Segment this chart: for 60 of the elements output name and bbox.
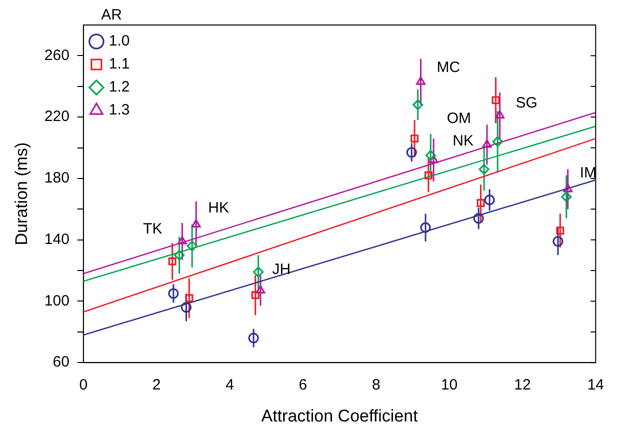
point [410,134,419,143]
point [428,154,438,164]
point [174,250,185,260]
legend-title: AR [101,6,122,24]
point [416,76,426,85]
point [168,257,176,266]
point [256,285,266,294]
x-tick-label: 8 [372,376,380,394]
y-tick-label: 100 [44,292,70,310]
point [476,199,485,207]
y-tick-label: 180 [44,170,70,187]
x-tick-label: 10 [440,376,458,394]
x-tick-label: 0 [79,376,88,394]
point [482,139,492,148]
x-tick-label: 14 [587,376,604,394]
annotation: TK [143,220,162,238]
point [251,291,260,300]
annotation: MC [436,58,460,76]
annotation: SG [516,94,538,112]
legend-label: 1.2 [108,78,130,96]
annotation: NK [452,132,474,150]
x-tick-label: 4 [226,376,234,394]
annotation: OM [446,110,471,127]
point [186,240,198,252]
annotation: HK [208,200,229,217]
point [420,222,431,233]
point [561,192,572,202]
x-axis-title: Attraction Coefficient [261,406,418,426]
point [248,332,259,344]
point [492,136,503,147]
point [478,164,490,175]
annotation: JH [272,261,291,278]
point [424,171,432,180]
point [556,226,564,235]
point [168,288,179,299]
x-tick-label: 2 [152,376,161,394]
legend-label: 1.3 [108,102,130,119]
point [406,147,417,158]
point [563,184,573,192]
x-tick-label: 6 [298,376,308,394]
y-tick-label: 140 [44,230,70,248]
point [191,219,201,228]
x-tick-label: 12 [514,376,531,394]
point [492,96,500,104]
y-tick-label: 60 [52,354,70,371]
point [495,110,504,119]
y-axis-title: Duration (ms) [12,142,31,246]
point [552,236,564,247]
point [425,150,436,161]
y-tick-label: 220 [44,108,70,126]
point [412,99,424,110]
legend-label: 1.1 [108,56,130,73]
point [484,194,495,206]
point [180,302,192,313]
legend-label: 1.0 [108,32,130,50]
y-tick-label: 260 [44,46,70,64]
point [473,213,484,224]
point [185,294,194,302]
point [253,266,264,278]
point [178,236,187,244]
